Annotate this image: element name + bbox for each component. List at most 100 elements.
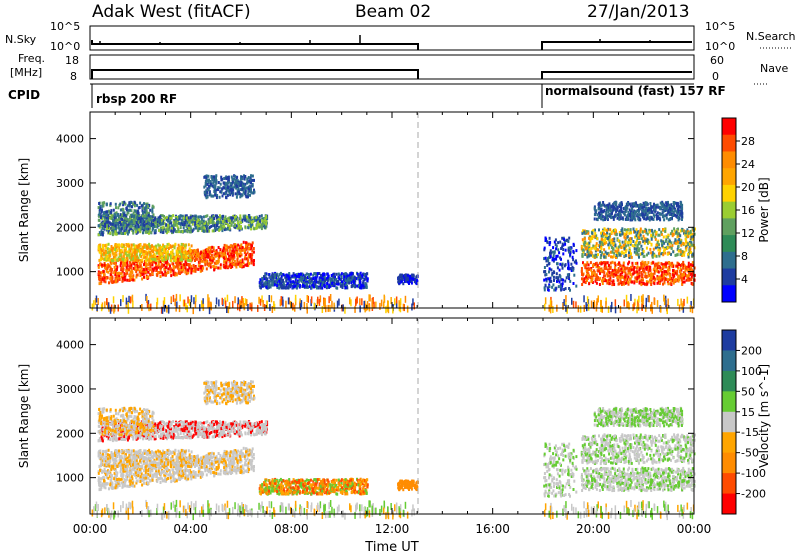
- range-cell: [241, 220, 244, 224]
- range-cell: [260, 227, 263, 231]
- range-cell: [251, 178, 254, 182]
- range-cell: [216, 188, 219, 192]
- range-cell: [102, 231, 105, 234]
- range-cell: [611, 283, 614, 287]
- range-cell: [162, 219, 165, 223]
- range-cell: [634, 262, 637, 265]
- range-cell: [321, 286, 324, 290]
- range-cell: [666, 235, 669, 239]
- range-cell: [660, 273, 663, 277]
- range-cell: [227, 176, 229, 180]
- range-cell: [100, 249, 102, 253]
- range-cell: [585, 263, 588, 267]
- range-cell: [116, 265, 119, 269]
- range-cell: [602, 277, 605, 281]
- range-cell: [226, 252, 229, 256]
- range-cell: [138, 228, 141, 232]
- range-cell: [221, 227, 224, 231]
- range-cell: [252, 261, 255, 265]
- range-cell: [217, 225, 220, 229]
- range-cell: [621, 240, 624, 244]
- range-cell: [220, 254, 223, 258]
- range-cell: [645, 246, 648, 250]
- range-cell: [241, 246, 244, 249]
- range-cell: [156, 220, 159, 224]
- range-cell: [636, 265, 639, 269]
- range-cell: [130, 209, 133, 213]
- range-cell: [262, 283, 265, 287]
- range-cell: [202, 215, 205, 219]
- range-cell: [161, 245, 164, 249]
- range-cell: [221, 249, 224, 253]
- range-cell: [666, 246, 669, 250]
- range-cell: [167, 242, 170, 246]
- range-cell: [646, 282, 649, 286]
- range-cell: [676, 278, 679, 282]
- range-cell: [135, 252, 138, 256]
- range-cell: [181, 249, 184, 253]
- range-cell: [587, 250, 590, 254]
- range-cell: [591, 277, 594, 280]
- range-cell: [624, 271, 627, 275]
- range-cell: [548, 285, 551, 289]
- nsearch-label: N.Search: [746, 30, 796, 43]
- range-cell: [129, 208, 131, 212]
- range-cell: [323, 283, 325, 287]
- range-cell: [249, 253, 252, 256]
- range-cell: [660, 230, 663, 234]
- range-cell: [138, 262, 141, 266]
- range-cell: [581, 238, 584, 242]
- range-cell: [165, 215, 168, 219]
- range-cell: [297, 280, 300, 284]
- range-cell: [280, 277, 283, 281]
- range-cell: [245, 246, 247, 250]
- range-cell: [223, 219, 226, 223]
- range-cell: [205, 224, 208, 228]
- range-cell: [609, 250, 612, 254]
- range-cell: [592, 254, 594, 258]
- range-cell: [606, 252, 609, 256]
- range-cell: [136, 219, 139, 223]
- range-cell: [218, 254, 221, 258]
- range-cell: [224, 255, 227, 259]
- range-cell: [563, 239, 566, 243]
- range-cell: [98, 282, 101, 286]
- range-cell: [97, 224, 100, 228]
- range-cell: [607, 253, 610, 257]
- range-cell: [169, 254, 172, 258]
- range-cell: [118, 218, 121, 222]
- range-cell: [99, 212, 102, 216]
- range-cell: [234, 224, 236, 227]
- range-cell: [125, 214, 128, 217]
- range-cell: [359, 271, 362, 275]
- range-cell: [97, 218, 100, 222]
- range-cell: [591, 273, 593, 277]
- range-cell: [359, 281, 362, 285]
- range-cell: [121, 201, 124, 205]
- range-cell: [650, 237, 653, 241]
- range-cell: [213, 268, 216, 272]
- range-cell: [151, 204, 154, 208]
- range-cell: [660, 239, 663, 243]
- range-cell: [364, 282, 367, 286]
- range-cell: [311, 281, 314, 285]
- range-cell: [215, 249, 218, 253]
- range-cell: [651, 255, 654, 259]
- range-cell: [351, 276, 354, 280]
- range-cell: [100, 229, 103, 233]
- range-cell: [638, 276, 641, 280]
- range-cell: [118, 274, 121, 278]
- range-cell: [683, 229, 686, 233]
- range-cell: [261, 219, 264, 223]
- range-cell: [408, 279, 411, 283]
- range-cell: [561, 236, 564, 240]
- range-cell: [120, 249, 123, 252]
- range-cell: [144, 250, 147, 254]
- range-cell: [245, 195, 248, 199]
- range-cell: [544, 239, 547, 242]
- range-cell: [145, 219, 148, 223]
- range-cell: [118, 254, 121, 258]
- range-cell: [143, 250, 145, 253]
- range-cell: [620, 229, 623, 232]
- range-cell: [601, 261, 604, 265]
